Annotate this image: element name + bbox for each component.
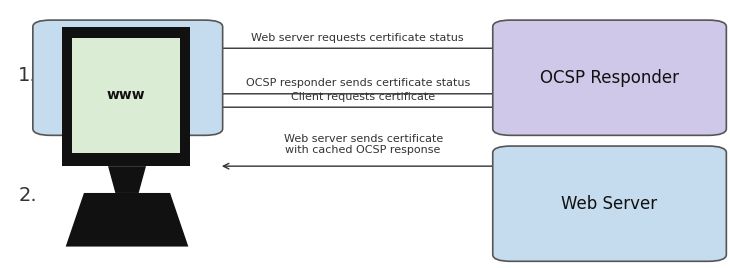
- FancyBboxPatch shape: [33, 20, 223, 135]
- Text: Web server requests certificate status: Web server requests certificate status: [251, 33, 464, 43]
- Polygon shape: [66, 193, 188, 247]
- Polygon shape: [108, 166, 146, 193]
- FancyBboxPatch shape: [493, 146, 726, 261]
- Text: Web Server: Web Server: [561, 195, 658, 213]
- FancyBboxPatch shape: [72, 38, 180, 153]
- FancyBboxPatch shape: [493, 20, 726, 135]
- Text: OCSP responder sends certificate status: OCSP responder sends certificate status: [245, 79, 470, 88]
- Text: Web Server: Web Server: [80, 69, 176, 87]
- FancyBboxPatch shape: [62, 27, 190, 166]
- Text: 1.: 1.: [18, 66, 37, 84]
- Text: www: www: [107, 88, 145, 102]
- Text: OCSP Responder: OCSP Responder: [540, 69, 679, 87]
- Text: 2.: 2.: [18, 186, 37, 205]
- Text: Client requests certificate: Client requests certificate: [291, 92, 435, 102]
- Text: Web server sends certificate
with cached OCSP response: Web server sends certificate with cached…: [283, 134, 443, 155]
